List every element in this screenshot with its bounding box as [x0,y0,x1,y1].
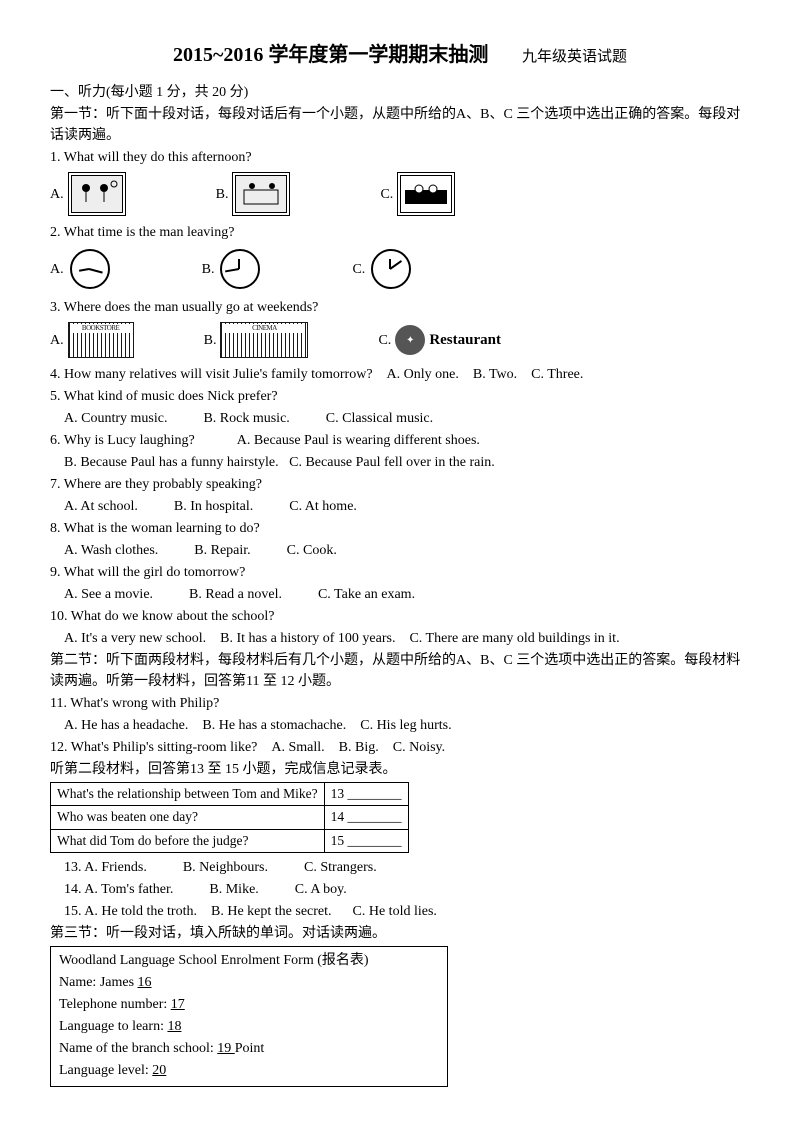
q5: 5. What kind of music does Nick prefer? [50,386,750,407]
q3-options: A. BOOKSTORE B. CINEMA C. ✦Restaurant [50,322,750,358]
section-heading: 一、听力(每小题 1 分，共 20 分) [50,82,750,103]
q7-opts: A. At school.B. In hospital.C. At home. [50,496,750,517]
q2-b: B. [202,247,263,291]
q2-text: 2. What time is the man leaving? [50,222,750,243]
part1-intro: 第一节：听下面十段对话，每段对话后有一个小题，从题中所给的A、B、C 三个选项中… [50,104,750,146]
table-row: Who was beaten one day?14 ________ [51,806,409,829]
q8-opts: A. Wash clothes.B. Repair.C. Cook. [50,540,750,561]
title-subject: 九年级英语试题 [522,49,627,65]
part2b: 听第二段材料，回答第13 至 15 小题，完成信息记录表。 [50,759,750,780]
q3-a: A. BOOKSTORE [50,322,134,358]
form-line-2: Telephone number: 17 [59,994,439,1015]
q9: 9. What will the girl do tomorrow? [50,562,750,583]
q14-opts: 14. A. Tom's father.B. Mike.C. A boy. [50,879,750,900]
q15-opts: 15. A. He told the troth. B. He kept the… [50,901,750,922]
page-title: 2015~2016 学年度第一学期期末抽测 九年级英语试题 [50,40,750,70]
info-table: What's the relationship between Tom and … [50,782,409,853]
q1-a: A. [50,172,126,216]
q3-c: C. ✦Restaurant [378,325,501,355]
q1-b: B. [216,172,291,216]
q13-opts: 13. A. Friends.B. Neighbours.C. Stranger… [50,857,750,878]
q2-options: A. B. C. [50,247,750,291]
q1-text: 1. What will they do this afternoon? [50,147,750,168]
q2-c: C. [352,247,413,291]
q2-a: A. [50,247,112,291]
q12: 12. What's Philip's sitting-room like? A… [50,737,750,758]
form-line-1: Name: James 16 [59,972,439,993]
title-year: 2015~2016 学年度第一学期期末抽测 [173,44,488,66]
q3-text: 3. Where does the man usually go at week… [50,297,750,318]
q4: 4. How many relatives will visit Julie's… [50,364,750,385]
q11: 11. What's wrong with Philip? [50,693,750,714]
q6: 6. Why is Lucy laughing? A. Because Paul… [50,430,750,451]
q7: 7. Where are they probably speaking? [50,474,750,495]
q10: 10. What do we know about the school? [50,606,750,627]
form-line-3: Language to learn: 18 [59,1016,439,1037]
q1-c: C. [380,172,455,216]
enrolment-form: Woodland Language School Enrolment Form … [50,946,448,1087]
form-line-5: Language level: 20 [59,1060,439,1081]
q10-opts: A. It's a very new school. B. It has a h… [50,628,750,649]
q1-options: A. B. C. [50,172,750,216]
q11-opts: A. He has a headache. B. He has a stomac… [50,715,750,736]
table-row: What's the relationship between Tom and … [51,783,409,806]
form-title: Woodland Language School Enrolment Form … [59,950,439,971]
q3-b: B. CINEMA [204,322,309,358]
q5-opts: A. Country music.B. Rock music.C. Classi… [50,408,750,429]
form-line-4: Name of the branch school: 19 Point [59,1038,439,1059]
q6-bc: B. Because Paul has a funny hairstyle. C… [50,452,750,473]
q8: 8. What is the woman learning to do? [50,518,750,539]
q9-opts: A. See a movie.B. Read a novel.C. Take a… [50,584,750,605]
part2-intro: 第二节：听下面两段材料，每段材料后有几个小题，从题中所给的A、B、C 三个选项中… [50,650,750,692]
table-row: What did Tom do before the judge?15 ____… [51,829,409,852]
part3-intro: 第三节：听一段对话，填入所缺的单词。对话读两遍。 [50,923,750,944]
